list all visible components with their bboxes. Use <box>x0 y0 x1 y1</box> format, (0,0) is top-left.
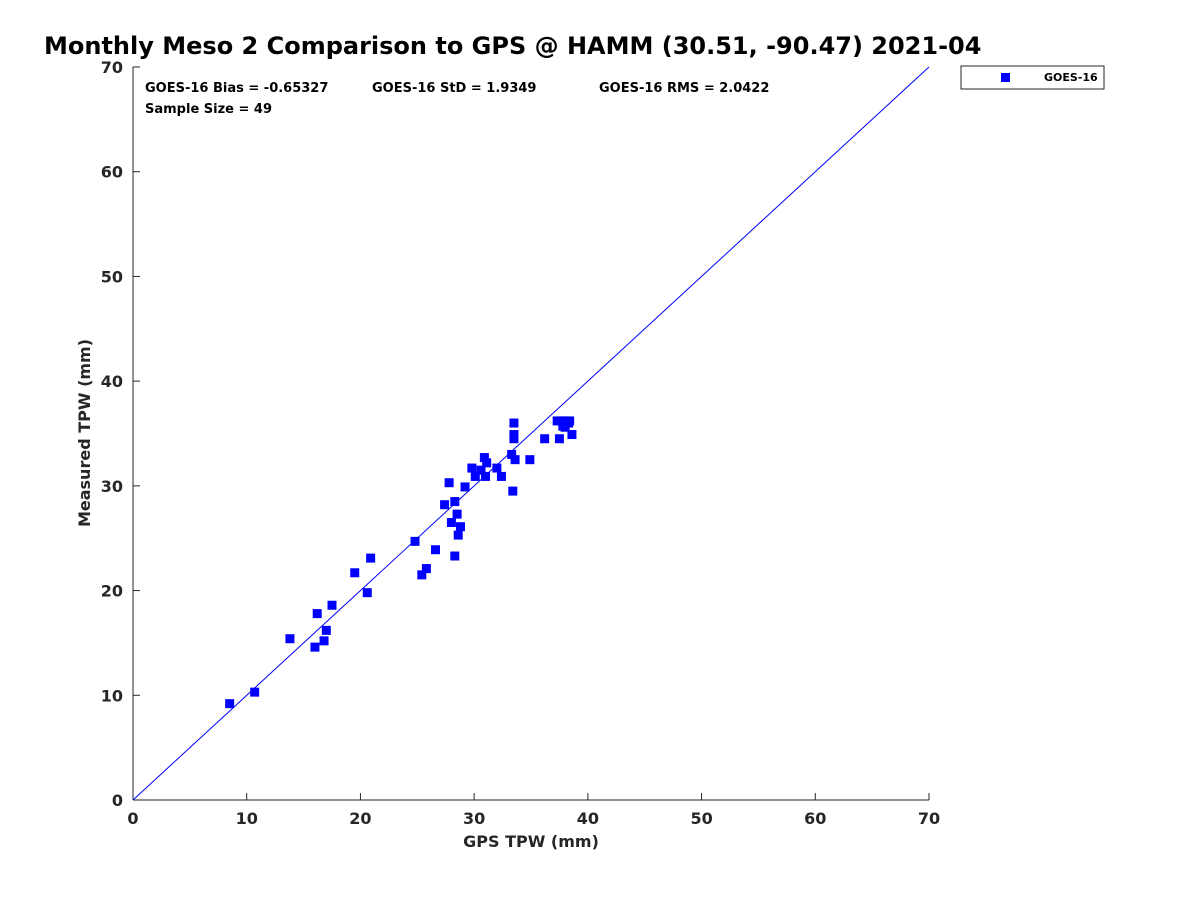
one-to-one-reference-line <box>132 66 930 801</box>
data-point <box>455 522 465 532</box>
data-point <box>460 482 470 492</box>
chart-title: Monthly Meso 2 Comparison to GPS @ HAMM … <box>44 32 981 60</box>
plot-area <box>132 67 929 801</box>
y-tick-label: 10 <box>101 686 123 705</box>
data-point <box>476 465 486 475</box>
data-point <box>567 430 577 440</box>
data-point <box>410 536 420 546</box>
legend-box <box>960 65 1105 90</box>
data-point <box>540 434 550 444</box>
y-tick-label: 70 <box>101 58 123 77</box>
data-point <box>565 416 575 426</box>
data-point <box>492 463 502 473</box>
y-tick-label: 0 <box>112 791 123 810</box>
data-point <box>557 416 567 426</box>
data-point <box>350 568 360 578</box>
data-point <box>470 471 480 481</box>
data-point <box>507 449 517 459</box>
data-point <box>450 551 460 561</box>
data-point <box>482 458 492 468</box>
data-point <box>366 553 376 563</box>
data-point <box>450 497 460 507</box>
y-tick-label: 60 <box>101 163 123 182</box>
data-point <box>225 699 235 709</box>
data-point <box>509 434 519 444</box>
data-point <box>321 625 331 635</box>
y-axis-label: Measured TPW (mm) <box>75 339 94 527</box>
x-tick-label: 60 <box>804 809 826 828</box>
x-tick-label: 40 <box>577 809 599 828</box>
data-point <box>362 588 372 598</box>
x-ticks: 0 10 20 30 40 50 60 70 <box>127 793 940 828</box>
data-points <box>225 416 577 709</box>
data-point <box>508 486 518 496</box>
data-point <box>444 478 454 488</box>
data-point <box>467 463 477 473</box>
data-point <box>525 455 535 465</box>
data-point <box>440 500 450 510</box>
y-tick-label: 30 <box>101 477 123 496</box>
data-point <box>446 518 456 528</box>
data-point <box>312 609 322 619</box>
data-point <box>509 418 519 428</box>
x-tick-label: 50 <box>690 809 712 828</box>
x-tick-label: 70 <box>918 809 940 828</box>
y-tick-label: 20 <box>101 582 123 601</box>
data-point <box>554 434 564 444</box>
y-ticks: 0 10 20 30 40 50 60 70 <box>101 58 140 810</box>
data-point <box>453 530 463 540</box>
x-tick-label: 30 <box>463 809 485 828</box>
y-tick-label: 50 <box>101 267 123 286</box>
data-point <box>452 509 462 519</box>
legend: GOES-16 <box>960 65 1105 90</box>
data-point <box>319 636 329 646</box>
data-point <box>496 471 506 481</box>
x-tick-label: 20 <box>349 809 371 828</box>
stat-sample-size: Sample Size = 49 <box>145 102 272 117</box>
legend-label: GOES-16 <box>1044 71 1098 84</box>
data-point <box>285 634 295 644</box>
data-point <box>479 453 489 463</box>
y-tick-label: 40 <box>101 372 123 391</box>
x-axis-label: GPS TPW (mm) <box>463 832 599 851</box>
data-point <box>421 564 431 574</box>
data-point <box>481 471 491 481</box>
data-point <box>510 455 520 465</box>
stat-std: GOES-16 StD = 1.9349 <box>372 81 536 96</box>
data-point <box>327 600 337 610</box>
data-point <box>417 570 427 580</box>
stat-rms: GOES-16 RMS = 2.0422 <box>599 81 769 96</box>
legend-marker-square <box>1001 73 1010 82</box>
data-point <box>430 545 440 555</box>
data-point <box>250 687 260 697</box>
x-tick-label: 10 <box>236 809 258 828</box>
data-point <box>310 642 320 652</box>
data-point <box>552 416 562 426</box>
x-tick-label: 0 <box>127 809 138 828</box>
stat-bias: GOES-16 Bias = -0.65327 <box>145 81 328 96</box>
